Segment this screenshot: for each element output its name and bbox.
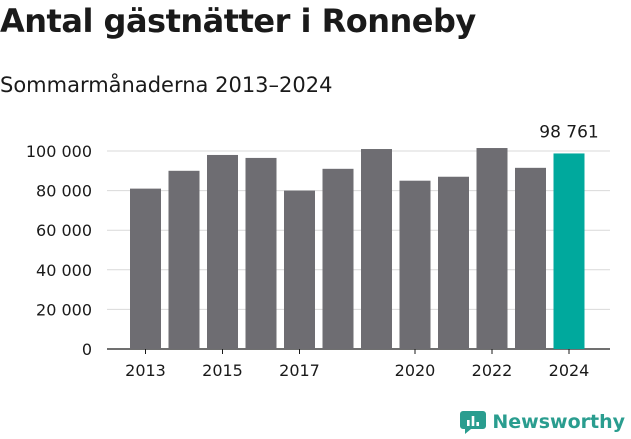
bar-2022: [476, 148, 508, 349]
bar-2024: [553, 153, 585, 349]
bars: [130, 148, 585, 349]
chart-title: Antal gästnätter i Ronneby: [0, 2, 476, 40]
y-tick-label: 60 000: [36, 221, 92, 240]
x-tick-label: 2017: [279, 361, 320, 380]
x-tick-label: 2022: [472, 361, 513, 380]
y-tick-label: 40 000: [36, 261, 92, 280]
x-tick-label: 2013: [125, 361, 166, 380]
newsworthy-brand[interactable]: Newsworthy: [460, 409, 625, 435]
bar-2017: [284, 190, 315, 349]
bar-2021: [438, 176, 469, 349]
bar-2014: [168, 170, 200, 349]
y-tick-label: 100 000: [26, 142, 92, 161]
bar-2013: [130, 188, 161, 349]
y-tick-label: 20 000: [36, 300, 92, 319]
bar-2019: [361, 149, 392, 349]
x-tick-label: 2020: [395, 361, 436, 380]
brand-name: Newsworthy: [492, 411, 625, 433]
chart-subtitle: Sommarmånaderna 2013–2024: [0, 73, 333, 97]
y-tick-label: 0: [82, 340, 92, 359]
x-tick-label: 2024: [549, 361, 590, 380]
y-tick-label: 80 000: [36, 182, 92, 201]
bar-2023: [515, 167, 546, 349]
bar-2020: [399, 180, 431, 349]
bar-2018: [322, 168, 354, 349]
newsworthy-logo-icon: [460, 411, 487, 434]
x-tick-label: 2015: [202, 361, 243, 380]
bar-chart: 0 20 000 40 000 60 000 80 000 100 000 2013 2015…: [26, 122, 610, 380]
bar-2016: [245, 157, 277, 349]
data-label-highlight: 98 761: [539, 122, 598, 142]
labels: 0 20 000 40 000 60 000 80 000 100 000 2013 2015…: [26, 122, 599, 380]
bar-2015: [207, 154, 238, 349]
